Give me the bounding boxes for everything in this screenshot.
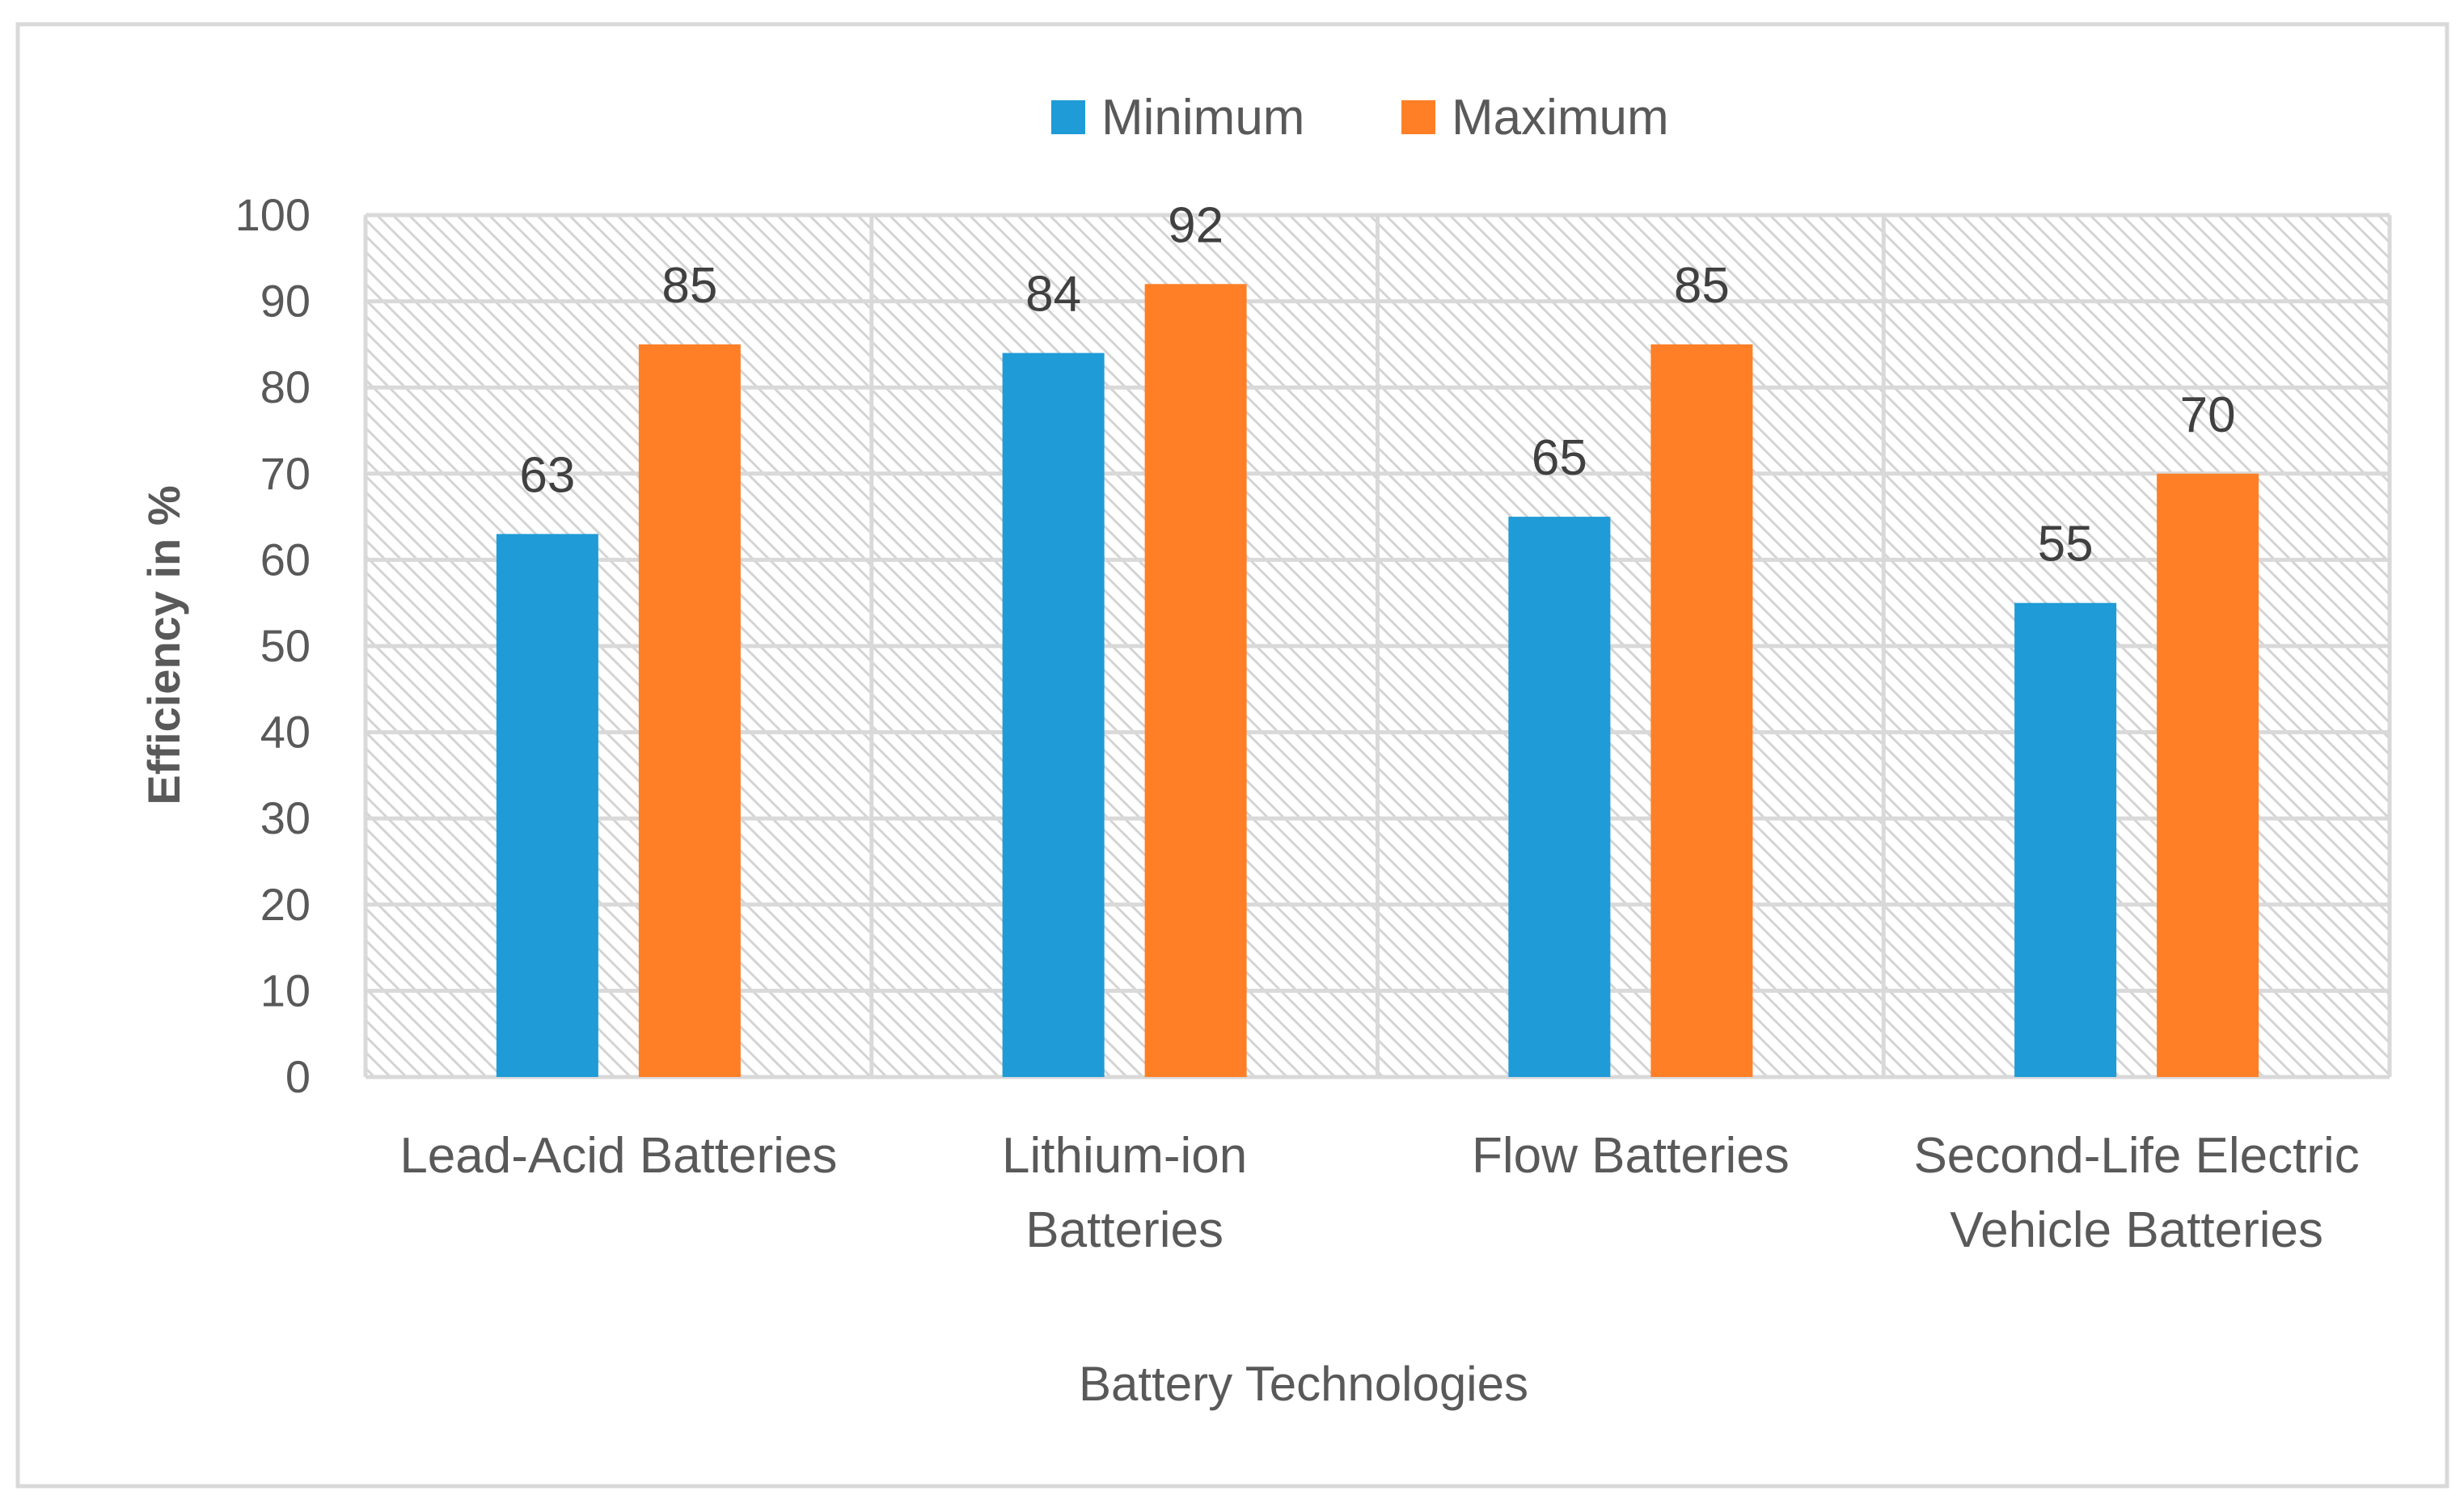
x-category-label-line: Second-Life Electric: [1913, 1128, 2359, 1184]
x-category-label-line: Vehicle Batteries: [1950, 1202, 2323, 1258]
y-tick-label: 10: [260, 965, 311, 1016]
x-category-label: Second-Life Electric Vehicle Batteries: [1913, 1128, 2359, 1258]
bar-minimum: [1002, 353, 1105, 1077]
legend-label-minimum: Minimum: [1101, 90, 1304, 146]
data-label: 70: [2180, 387, 2236, 443]
bar-maximum: [1144, 284, 1247, 1077]
y-tick-label: 20: [260, 879, 311, 930]
y-tick-label: 40: [260, 707, 311, 758]
y-tick-label: 60: [260, 534, 311, 585]
x-category-label-line: Lithium-ion: [1002, 1128, 1247, 1184]
bar-maximum: [1650, 344, 1753, 1077]
x-category-label-line: Lead-Acid Batteries: [399, 1128, 837, 1184]
y-tick-label: 90: [260, 276, 311, 327]
legend-swatch-minimum: [1051, 100, 1085, 134]
legend: Minimum Maximum: [1051, 90, 1669, 146]
x-axis-categories: Lead-Acid Batteries Lithium-ion Batteries F…: [399, 1128, 2359, 1258]
bar-minimum: [1508, 517, 1611, 1077]
legend-swatch-maximum: [1401, 100, 1435, 134]
data-label: 85: [661, 258, 717, 314]
data-label: 84: [1025, 267, 1081, 323]
bar-minimum: [2014, 602, 2117, 1077]
y-axis-title: Efficiency in %: [138, 485, 189, 805]
y-axis-ticks: 0 10 20 30 40 50 60 70 80 90 100: [235, 189, 311, 1102]
data-label: 85: [1674, 258, 1730, 314]
y-tick-label: 50: [260, 620, 311, 671]
data-label: 63: [519, 447, 575, 503]
bar-minimum: [496, 534, 598, 1077]
data-label: 55: [2038, 517, 2094, 572]
x-category-label-line: Flow Batteries: [1472, 1128, 1790, 1184]
y-tick-label: 70: [260, 448, 311, 499]
legend-label-maximum: Maximum: [1452, 90, 1669, 146]
bar-maximum: [638, 344, 741, 1077]
y-tick-label: 0: [285, 1051, 311, 1102]
data-label: 65: [1532, 430, 1587, 486]
x-category-label: Lead-Acid Batteries: [399, 1128, 837, 1184]
x-axis-title: Battery Technologies: [1079, 1357, 1528, 1411]
x-category-label: Flow Batteries: [1472, 1128, 1790, 1184]
y-tick-label: 100: [235, 189, 311, 240]
data-labels: 63 84 65 55 85 92 85 70: [519, 197, 2235, 572]
x-category-label-line: Batteries: [1025, 1202, 1224, 1258]
y-tick-label: 30: [260, 792, 311, 843]
x-category-label: Lithium-ion Batteries: [1002, 1128, 1247, 1258]
data-label: 92: [1168, 197, 1224, 253]
bar-maximum: [2157, 473, 2259, 1077]
bars: [496, 284, 2259, 1077]
y-tick-label: 80: [260, 361, 311, 412]
